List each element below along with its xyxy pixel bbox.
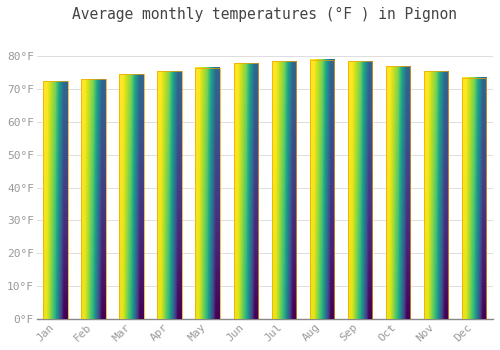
Title: Average monthly temperatures (°F ) in Pignon: Average monthly temperatures (°F ) in Pi… xyxy=(72,7,458,22)
